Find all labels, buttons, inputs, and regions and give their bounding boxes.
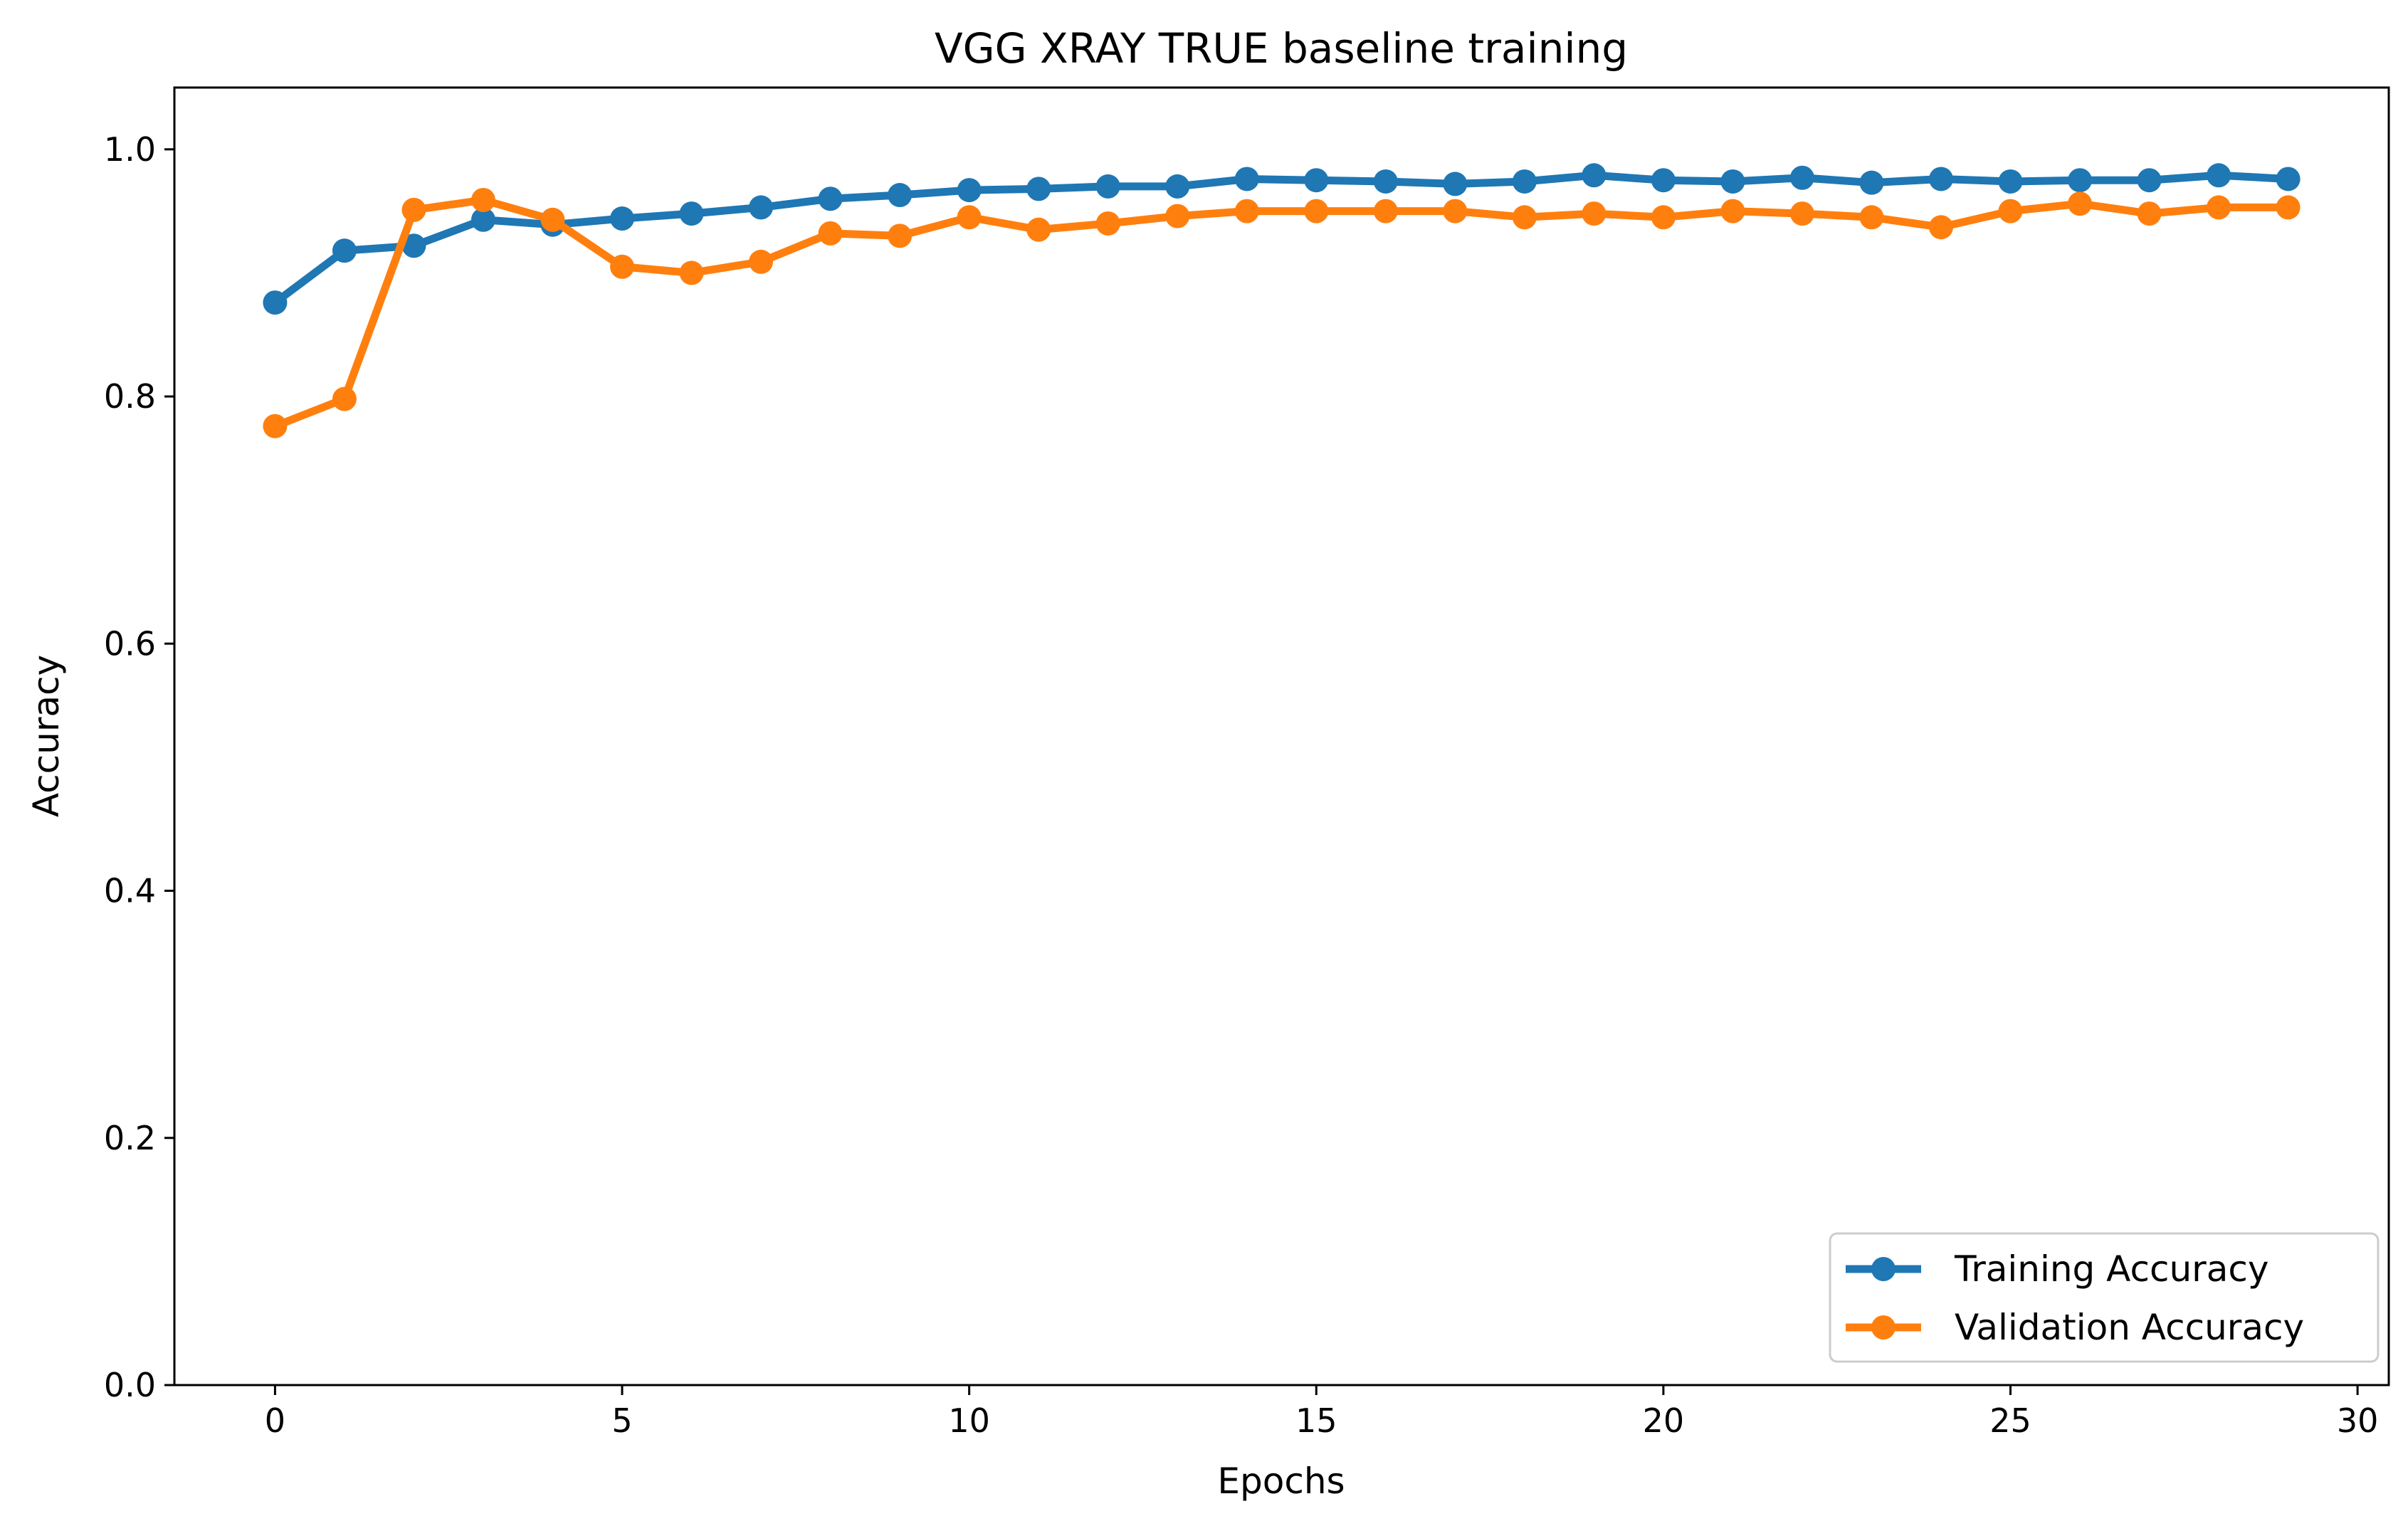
data-point [1651, 168, 1676, 193]
y-tick-label: 0.6 [104, 624, 156, 663]
data-point [1998, 169, 2023, 194]
data-point [1582, 201, 1607, 226]
data-point [2276, 195, 2301, 220]
x-axis-label: Epochs [1217, 1461, 1345, 1502]
legend-item: Validation Accuracy [1846, 1307, 2304, 1348]
data-point [1026, 217, 1051, 242]
data-point [1165, 204, 1190, 228]
y-tick-label: 0.8 [104, 377, 156, 416]
legend: Training Accuracy Validation Accuracy [1829, 1232, 2380, 1363]
x-tick-label: 25 [1989, 1401, 2031, 1440]
legend-label: Validation Accuracy [1955, 1307, 2304, 1348]
data-point [1234, 199, 1259, 223]
series-training-accuracy [263, 163, 2301, 315]
series-validation-accuracy [263, 187, 2301, 438]
data-point [749, 249, 774, 274]
x-tick-label: 5 [611, 1401, 632, 1440]
data-point [263, 414, 288, 438]
x-tick-label: 0 [265, 1401, 285, 1440]
data-point [957, 205, 982, 230]
data-point [679, 201, 704, 226]
data-point [1512, 169, 1537, 194]
data-point [1720, 169, 1745, 194]
data-point [540, 207, 565, 232]
data-point [679, 261, 704, 285]
legend-swatch-marker [1871, 1315, 1896, 1340]
data-point [888, 223, 913, 248]
x-tick-label: 10 [948, 1401, 990, 1440]
data-point [1582, 163, 1607, 188]
data-point [332, 238, 357, 263]
data-point [2068, 191, 2093, 216]
data-point [2207, 195, 2231, 220]
data-point [332, 386, 357, 411]
data-point [2276, 167, 2301, 191]
legend-item: Training Accuracy [1846, 1248, 2268, 1290]
data-point [1720, 199, 1745, 223]
x-tick-label: 15 [1295, 1401, 1337, 1440]
data-point [2137, 168, 2162, 193]
plot-frame [173, 86, 2390, 1386]
data-point [1373, 169, 1398, 194]
data-point [1928, 215, 1953, 240]
y-axis-label: Accuracy [26, 655, 67, 817]
data-point [470, 207, 495, 232]
data-point [2068, 168, 2093, 193]
data-point [2137, 201, 2162, 226]
legend-swatch-marker [1871, 1257, 1896, 1281]
data-point [263, 290, 288, 315]
data-point [2207, 163, 2231, 188]
data-point [818, 221, 843, 246]
data-point [1859, 205, 1884, 230]
y-tick-label: 1.0 [104, 130, 156, 169]
data-point [1165, 174, 1190, 199]
data-point [610, 206, 635, 231]
data-point [1443, 172, 1468, 196]
y-tick-label: 0.2 [104, 1119, 156, 1157]
data-point [1026, 177, 1051, 201]
data-point [1512, 205, 1537, 230]
data-point [401, 197, 426, 222]
series-layer [263, 163, 2301, 438]
data-point [1998, 199, 2023, 223]
y-tick-label: 0.4 [104, 872, 156, 910]
x-tick-label: 30 [2337, 1401, 2379, 1440]
data-point [401, 233, 426, 258]
data-point [1928, 167, 1953, 191]
data-point [1789, 165, 1814, 190]
data-point [1304, 199, 1329, 223]
data-point [1789, 201, 1814, 226]
legend-label: Training Accuracy [1954, 1248, 2268, 1290]
data-point [1095, 174, 1120, 199]
y-tick-label: 0.0 [104, 1366, 156, 1404]
data-point [470, 187, 495, 212]
data-point [888, 183, 913, 208]
data-point [1443, 199, 1468, 223]
data-point [1234, 167, 1259, 191]
data-point [1304, 168, 1329, 193]
data-point [1373, 199, 1398, 223]
x-tick-label: 20 [1643, 1401, 1685, 1440]
data-point [610, 254, 635, 279]
data-point [957, 178, 982, 203]
chart-title: VGG XRAY TRUE baseline training [935, 24, 1628, 73]
data-point [818, 186, 843, 211]
data-point [749, 195, 774, 220]
legend-box [1829, 1232, 2380, 1363]
data-point [1651, 205, 1676, 230]
axis-ticks: 0 5 10 15 20 25 30 0.0 0.2 0.4 0.6 0.8 1.0 [104, 130, 2379, 1440]
data-point [1095, 211, 1120, 236]
data-point [1859, 170, 1884, 195]
